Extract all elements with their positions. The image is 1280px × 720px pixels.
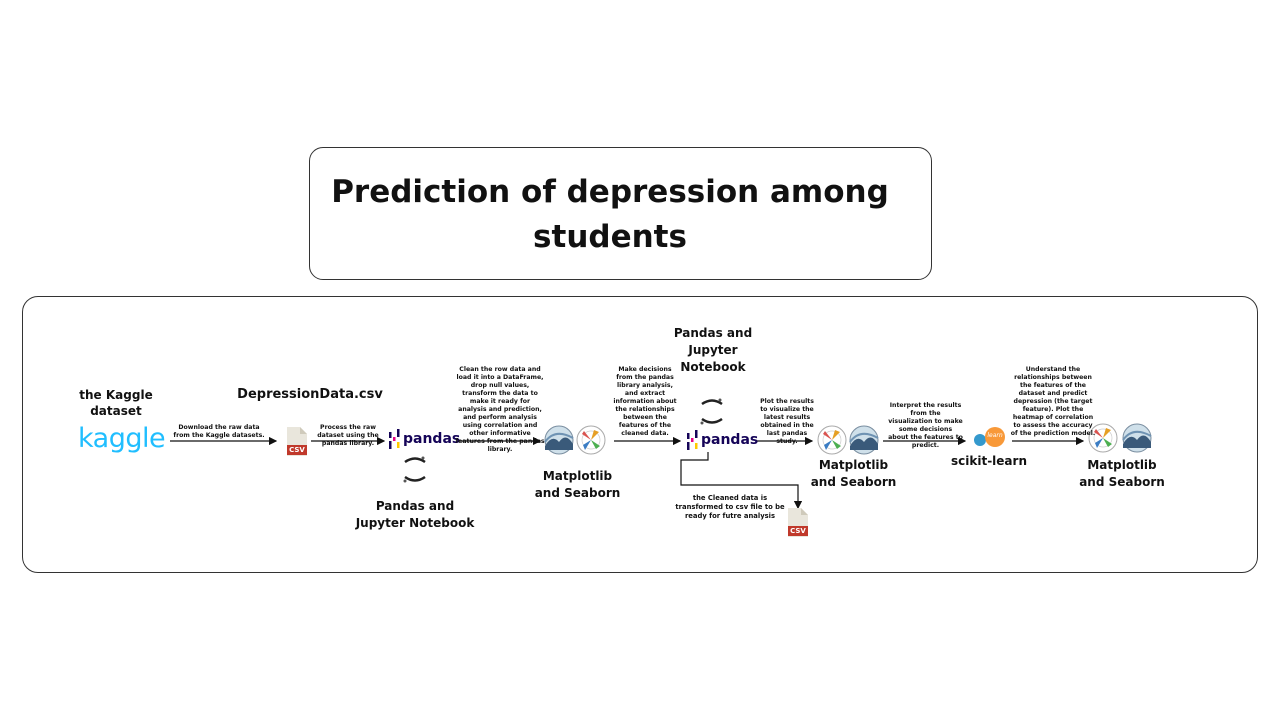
diagram-title: Prediction of depression among students bbox=[331, 174, 889, 255]
step-export: the Cleaned data is transformed to csv f… bbox=[675, 494, 785, 520]
step-understand: Understand the relationships between the… bbox=[1010, 366, 1096, 437]
kaggle-label: the Kaggle dataset bbox=[79, 388, 153, 418]
matplotlib-seaborn-label-3: Matplotlib and Seaborn bbox=[1079, 458, 1165, 489]
csv-badge-clean: CSV bbox=[790, 527, 806, 535]
pandas-logo: pandas bbox=[403, 431, 461, 447]
step-process: Process the raw dataset using the pandas… bbox=[317, 424, 379, 447]
learn-logo-text: learn bbox=[987, 432, 1003, 439]
step-download: Download the raw data from the Kaggle da… bbox=[173, 424, 265, 439]
step-clean: Clean the row data and load it into a Da… bbox=[455, 366, 545, 453]
csv-file-label: DepressionData.csv bbox=[237, 387, 383, 402]
pandas-logo-2: pandas bbox=[701, 432, 759, 448]
step-plot: Plot the results to visualize the latest… bbox=[760, 398, 814, 445]
matplotlib-seaborn-label-1: Matplotlib and Seaborn bbox=[534, 469, 621, 500]
csv-badge: CSV bbox=[289, 446, 305, 454]
pandas-jupyter-label-2: Pandas and Jupyter Notebook bbox=[673, 326, 753, 374]
scikit-learn-label: scikit-learn bbox=[951, 454, 1027, 468]
title-box bbox=[309, 147, 932, 280]
matplotlib-seaborn-label-2: Matplotlib and Seaborn bbox=[810, 458, 897, 489]
kaggle-logo: kaggle bbox=[78, 423, 166, 454]
flow-box bbox=[22, 296, 1258, 573]
step-decide: Make decisions from the pandas library a… bbox=[613, 366, 677, 437]
pandas-jupyter-label-1: Pandas and Jupyter Notebook bbox=[355, 499, 475, 530]
step-interpret: Interpret the results from the visualiza… bbox=[888, 402, 963, 449]
